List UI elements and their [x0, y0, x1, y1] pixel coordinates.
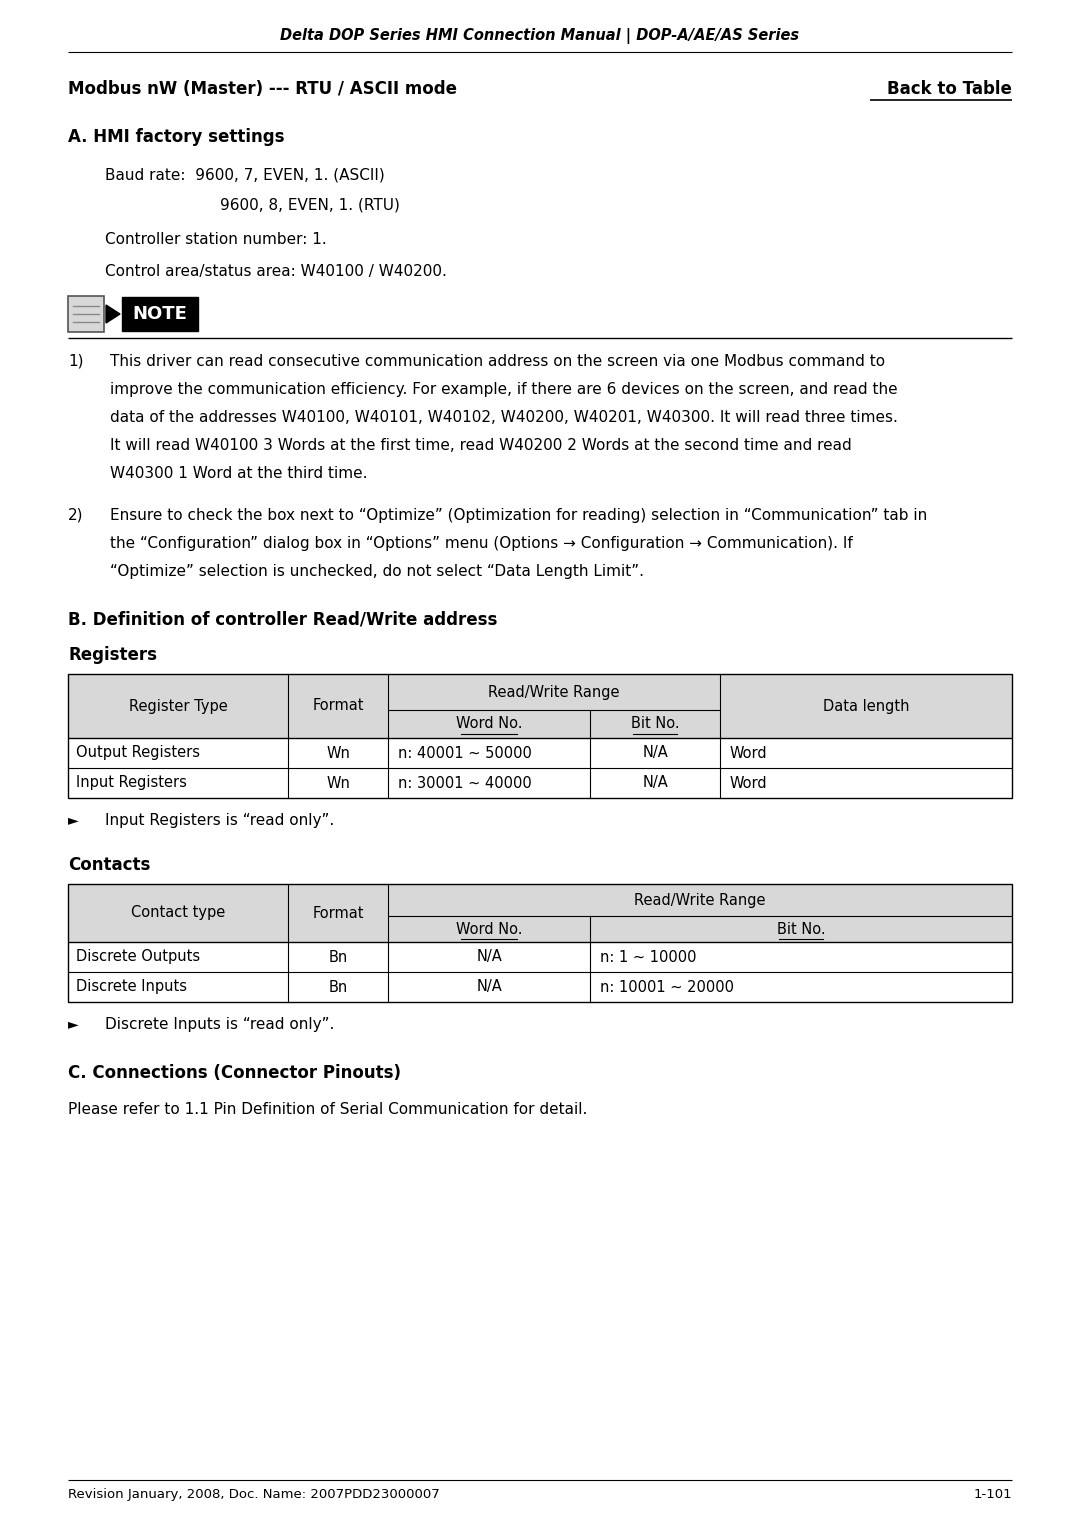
- Text: ►: ►: [68, 813, 79, 827]
- Text: Registers: Registers: [68, 646, 157, 665]
- Text: n: 40001 ~ 50000: n: 40001 ~ 50000: [399, 746, 531, 761]
- Text: Data length: Data length: [823, 698, 909, 714]
- Text: Baud rate:  9600, 7, EVEN, 1. (ASCII): Baud rate: 9600, 7, EVEN, 1. (ASCII): [105, 168, 384, 183]
- Text: N/A: N/A: [476, 979, 502, 995]
- Text: A. HMI factory settings: A. HMI factory settings: [68, 128, 284, 147]
- Text: improve the communication efficiency. For example, if there are 6 devices on the: improve the communication efficiency. Fo…: [110, 382, 897, 397]
- Text: 1-101: 1-101: [973, 1488, 1012, 1500]
- Text: N/A: N/A: [643, 746, 667, 761]
- Text: C. Connections (Connector Pinouts): C. Connections (Connector Pinouts): [68, 1063, 401, 1082]
- Text: Discrete Outputs: Discrete Outputs: [76, 949, 200, 964]
- Text: Word No.: Word No.: [456, 717, 523, 732]
- Text: n: 10001 ~ 20000: n: 10001 ~ 20000: [600, 979, 734, 995]
- Text: Ensure to check the box next to “Optimize” (Optimization for reading) selection : Ensure to check the box next to “Optimiz…: [110, 507, 928, 523]
- Text: W40300 1 Word at the third time.: W40300 1 Word at the third time.: [110, 466, 367, 481]
- Text: Bn: Bn: [328, 949, 348, 964]
- Text: Register Type: Register Type: [129, 698, 228, 714]
- Text: Back to Table: Back to Table: [887, 79, 1012, 98]
- Bar: [68, 674, 1012, 798]
- Bar: [68, 296, 104, 332]
- Text: Word: Word: [730, 746, 768, 761]
- Text: This driver can read consecutive communication address on the screen via one Mod: This driver can read consecutive communi…: [110, 354, 886, 368]
- Text: Please refer to 1.1 Pin Definition of Serial Communication for detail.: Please refer to 1.1 Pin Definition of Se…: [68, 1102, 588, 1117]
- Text: Format: Format: [312, 698, 364, 714]
- Bar: [68, 885, 1012, 941]
- Text: the “Configuration” dialog box in “Options” menu (Options → Configuration → Comm: the “Configuration” dialog box in “Optio…: [110, 536, 853, 552]
- Text: Revision January, 2008, Doc. Name: 2007PDD23000007: Revision January, 2008, Doc. Name: 2007P…: [68, 1488, 440, 1500]
- Text: Bit No.: Bit No.: [631, 717, 679, 732]
- Text: Wn: Wn: [326, 746, 350, 761]
- Text: 2): 2): [68, 507, 83, 523]
- Text: B. Definition of controller Read/Write address: B. Definition of controller Read/Write a…: [68, 610, 498, 628]
- Text: ►: ►: [68, 1018, 79, 1031]
- Text: Input Registers: Input Registers: [76, 776, 187, 790]
- Bar: [68, 885, 1012, 1002]
- Text: Controller station number: 1.: Controller station number: 1.: [105, 232, 327, 248]
- Text: Delta DOP Series HMI Connection Manual | DOP-A/AE/AS Series: Delta DOP Series HMI Connection Manual |…: [281, 28, 799, 44]
- Text: NOTE: NOTE: [133, 306, 188, 322]
- Text: n: 30001 ~ 40000: n: 30001 ~ 40000: [399, 776, 531, 790]
- Text: Contacts: Contacts: [68, 856, 150, 874]
- Text: Read/Write Range: Read/Write Range: [634, 892, 766, 908]
- Text: N/A: N/A: [476, 949, 502, 964]
- Text: “Optimize” selection is unchecked, do not select “Data Length Limit”.: “Optimize” selection is unchecked, do no…: [110, 564, 644, 579]
- Polygon shape: [106, 306, 120, 322]
- Text: Control area/status area: W40100 / W40200.: Control area/status area: W40100 / W4020…: [105, 264, 447, 280]
- Bar: [122, 296, 198, 332]
- Text: data of the addresses W40100, W40101, W40102, W40200, W40201, W40300. It will re: data of the addresses W40100, W40101, W4…: [110, 410, 897, 425]
- Text: Read/Write Range: Read/Write Range: [488, 685, 620, 700]
- Text: Output Registers: Output Registers: [76, 746, 200, 761]
- Text: N/A: N/A: [643, 776, 667, 790]
- Text: Bit No.: Bit No.: [777, 921, 825, 937]
- Text: Discrete Inputs is “read only”.: Discrete Inputs is “read only”.: [105, 1016, 335, 1031]
- Text: n: 1 ~ 10000: n: 1 ~ 10000: [600, 949, 697, 964]
- Text: Modbus nW (Master) --- RTU / ASCII mode: Modbus nW (Master) --- RTU / ASCII mode: [68, 79, 457, 98]
- Text: Word: Word: [730, 776, 768, 790]
- Text: Bn: Bn: [328, 979, 348, 995]
- Text: Contact type: Contact type: [131, 906, 225, 920]
- Bar: [68, 674, 1012, 738]
- Text: Input Registers is “read only”.: Input Registers is “read only”.: [105, 813, 334, 828]
- Text: It will read W40100 3 Words at the first time, read W40200 2 Words at the second: It will read W40100 3 Words at the first…: [110, 439, 852, 452]
- Text: Format: Format: [312, 906, 364, 920]
- Text: Word No.: Word No.: [456, 921, 523, 937]
- Text: Discrete Inputs: Discrete Inputs: [76, 979, 187, 995]
- Text: 1): 1): [68, 354, 83, 368]
- Text: 9600, 8, EVEN, 1. (RTU): 9600, 8, EVEN, 1. (RTU): [220, 199, 400, 212]
- Text: Wn: Wn: [326, 776, 350, 790]
